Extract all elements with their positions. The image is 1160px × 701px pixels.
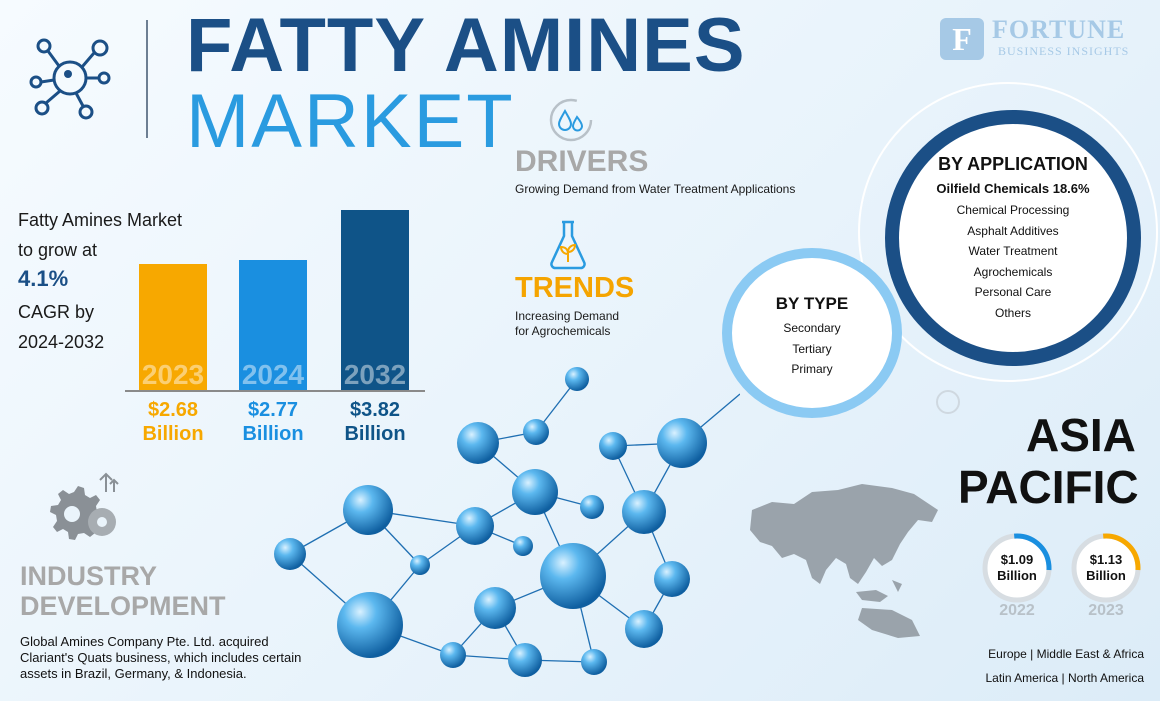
bar-2032: 2032 — [341, 210, 409, 392]
region-donut-2022 — [982, 533, 1052, 603]
by-type-title: BY TYPE — [775, 294, 849, 313]
bar-2024: 2024 — [239, 260, 307, 392]
bar-year-label: 2024 — [241, 359, 305, 390]
molecule-icon — [29, 38, 111, 120]
cagr-line-1: Fatty Amines Market — [18, 210, 183, 230]
region-donut-2023 — [1071, 533, 1141, 603]
other-regions-row-2: Latin America | North America — [985, 671, 1144, 685]
cagr-value: 4.1% — [18, 266, 69, 291]
drivers-text: Growing Demand from Water Treatment Appl… — [515, 182, 796, 196]
region-unit: Billion — [997, 568, 1037, 583]
industry-title-line-1: INDUSTRY — [20, 561, 158, 591]
application-item: Water Treatment — [968, 244, 1058, 258]
bar-year-label: 2023 — [141, 359, 205, 390]
region-title-line-2: PACIFIC — [958, 461, 1139, 513]
region-year: 2022 — [999, 602, 1035, 619]
region-year: 2023 — [1088, 602, 1124, 619]
by-application-panel: BY APPLICATION Oilfield Chemicals 18.6% … — [885, 110, 1141, 366]
other-regions-row-1: Europe | Middle East & Africa — [988, 647, 1144, 661]
by-application-title: BY APPLICATION — [938, 154, 1088, 174]
bar-unit: Billion — [242, 423, 304, 445]
region-value: $1.13 — [1089, 552, 1123, 567]
logo-tagline: BUSINESS INSIGHTS — [998, 44, 1130, 58]
industry-title-line-2: DEVELOPMENT — [20, 591, 226, 621]
bar-value-label: $3.82 Billion — [325, 398, 425, 446]
bar-value-label: $2.68 Billion — [123, 398, 223, 446]
flask-plant-icon — [550, 220, 586, 270]
page-subtitle: MARKET — [186, 79, 515, 164]
drivers-title: DRIVERS — [515, 145, 649, 178]
bar-unit: Billion — [344, 423, 406, 445]
bar-value: $2.68 — [147, 399, 199, 421]
by-type-panel: BY TYPE Secondary Tertiary Primary — [722, 248, 902, 418]
type-item: Tertiary — [792, 341, 832, 356]
logo-name: FORTUNE — [992, 15, 1126, 44]
application-item: Agrochemicals — [973, 264, 1053, 279]
chart-baseline — [125, 390, 425, 392]
bar-value: $3.82 — [349, 399, 401, 421]
application-item: Chemical Processing — [956, 203, 1070, 217]
bar-year-label: 2032 — [343, 359, 407, 390]
bar-2023: 2023 — [139, 264, 207, 392]
trends-text: Increasing Demand for Agrochemicals — [515, 309, 665, 339]
application-item: Asphalt Additives — [967, 223, 1059, 238]
brand-logo: F FORTUNE BUSINESS INSIGHTS — [940, 15, 1145, 62]
bar-value: $2.77 — [247, 399, 299, 421]
region-value-label: $1.09 Billion — [981, 552, 1053, 584]
region-value: $1.09 — [1000, 552, 1034, 567]
header-divider — [146, 20, 148, 138]
page-title: FATTY AMINES — [186, 3, 746, 88]
trends-line-1: Increasing Demand — [515, 309, 620, 323]
bar-value-label: $2.77 Billion — [223, 398, 323, 446]
cagr-line-4: 2024-2032 — [18, 332, 105, 352]
logo-mark-icon: F — [940, 18, 984, 60]
region-unit: Billion — [1086, 568, 1126, 583]
water-drops-icon — [549, 98, 593, 142]
market-size-bar-chart: 2023 2024 2032 — [125, 200, 425, 392]
application-item: Others — [994, 305, 1031, 320]
bar-unit: Billion — [142, 423, 204, 445]
trends-title: TRENDS — [515, 272, 635, 304]
industry-text: Global Amines Company Pte. Ltd. acquired… — [20, 634, 302, 681]
type-item: Primary — [791, 362, 833, 376]
cagr-line-3: CAGR by — [18, 302, 95, 322]
region-value-label: $1.13 Billion — [1070, 552, 1142, 584]
trends-line-2: for Agrochemicals — [515, 324, 611, 338]
by-application-highlight: Oilfield Chemicals 18.6% — [936, 181, 1090, 196]
molecule-network-graphic — [274, 367, 740, 677]
type-item: Secondary — [783, 321, 841, 335]
decorative-ring — [936, 390, 960, 414]
asia-map-icon — [750, 484, 938, 638]
application-item: Personal Care — [974, 285, 1052, 299]
cagr-line-2: to grow at — [18, 240, 98, 260]
region-title-line-1: ASIA — [1026, 409, 1136, 461]
application-circle-halo — [858, 82, 1158, 382]
gears-icon — [50, 472, 119, 540]
